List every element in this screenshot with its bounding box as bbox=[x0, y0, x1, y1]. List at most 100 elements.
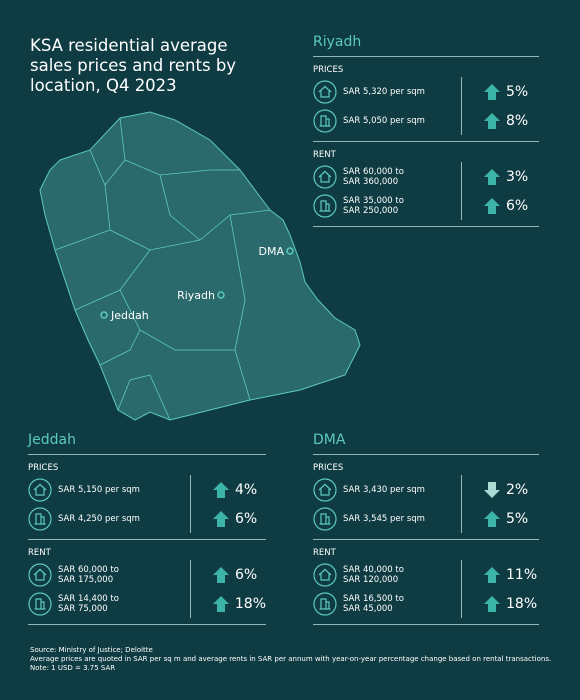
trend-arrow bbox=[484, 595, 500, 612]
section-heading: PRICES bbox=[313, 463, 344, 473]
price-text: SAR 35,000 to SAR 250,000 bbox=[343, 191, 462, 220]
icon bbox=[313, 562, 337, 587]
text-line: SAR 14,400 to bbox=[58, 593, 119, 604]
icon bbox=[313, 79, 337, 104]
change: 2% bbox=[506, 481, 529, 498]
panel: Jeddah PRICES SAR 5,150 per sqm 4% SAR 4,250… bbox=[28, 432, 266, 625]
icon bbox=[28, 506, 52, 531]
price-text: SAR 3,430 per sqm bbox=[343, 475, 462, 504]
text-line: SAR 75,000 bbox=[58, 603, 108, 614]
icon bbox=[28, 591, 52, 616]
section-heading: PRICES bbox=[28, 463, 59, 473]
trend-arrow bbox=[484, 566, 500, 583]
footer: Source: Ministry of Justice; Deloitte Ave… bbox=[30, 646, 551, 673]
section-heading: RENT bbox=[313, 150, 336, 160]
city-name: Riyadh bbox=[313, 34, 539, 57]
trend-arrow bbox=[213, 566, 229, 583]
trend-arrow bbox=[484, 481, 500, 498]
city-marker bbox=[286, 247, 294, 255]
city-name: DMA bbox=[313, 432, 539, 455]
text-line: SAR 3,430 per sqm bbox=[343, 484, 425, 495]
row: SAR 35,000 to SAR 250,000 6% bbox=[313, 191, 539, 220]
trend-arrow bbox=[213, 510, 229, 527]
row: SAR 4,250 per sqm 6% bbox=[28, 504, 266, 533]
section: RENT SAR 60,000 to SAR 360,000 3% SAR 35,000… bbox=[313, 142, 539, 227]
change: 3% bbox=[506, 168, 529, 185]
row: SAR 40,000 to SAR 120,000 11% bbox=[313, 560, 539, 589]
section-heading: PRICES bbox=[313, 65, 344, 75]
trend-arrow bbox=[484, 197, 500, 214]
text-line: SAR 45,000 bbox=[343, 603, 393, 614]
text-line: SAR 40,000 to bbox=[343, 564, 404, 575]
region-borders bbox=[54, 117, 271, 421]
row: SAR 60,000 to SAR 360,000 3% bbox=[313, 162, 539, 191]
price-text: SAR 60,000 to SAR 360,000 bbox=[343, 162, 462, 191]
panel: DMA PRICES SAR 3,430 per sqm 2% SAR 3,545 pe… bbox=[313, 432, 539, 625]
price-text: SAR 60,000 to SAR 175,000 bbox=[58, 560, 191, 589]
section-heading: RENT bbox=[313, 548, 336, 558]
icon bbox=[313, 591, 337, 616]
row: SAR 3,430 per sqm 2% bbox=[313, 475, 539, 504]
price-text: SAR 5,050 per sqm bbox=[343, 106, 462, 135]
trend-arrow bbox=[213, 481, 229, 498]
text-line: SAR 5,050 per sqm bbox=[343, 115, 425, 126]
row: SAR 5,320 per sqm 5% bbox=[313, 77, 539, 106]
row: SAR 3,545 per sqm 5% bbox=[313, 504, 539, 533]
trend-arrow bbox=[212, 595, 229, 612]
trend-arrow bbox=[484, 112, 500, 129]
city-marker bbox=[217, 291, 225, 299]
title: KSA residential average sales prices and… bbox=[30, 36, 237, 95]
text-line: SAR 60,000 to bbox=[58, 564, 119, 575]
price-text: SAR 5,320 per sqm bbox=[343, 77, 462, 106]
text-line: SAR 60,000 to bbox=[343, 166, 404, 177]
text-line: SAR 120,000 bbox=[343, 574, 399, 585]
row: SAR 5,050 per sqm 8% bbox=[313, 106, 539, 135]
map-label: Riyadh bbox=[177, 289, 215, 302]
change: 5% bbox=[506, 83, 529, 100]
change: 18% bbox=[234, 595, 266, 612]
change: 6% bbox=[506, 197, 529, 214]
change: 8% bbox=[506, 112, 529, 129]
section-heading: RENT bbox=[28, 548, 51, 558]
icon bbox=[313, 108, 337, 133]
row: SAR 60,000 to SAR 175,000 6% bbox=[28, 560, 266, 589]
icon bbox=[313, 193, 337, 218]
price-text: SAR 16,500 to SAR 45,000 bbox=[343, 589, 462, 618]
section: PRICES SAR 5,150 per sqm 4% SAR 4,250 per s… bbox=[28, 455, 266, 540]
text-line: SAR 5,150 per sqm bbox=[58, 484, 140, 495]
map-label: Jeddah bbox=[110, 309, 149, 322]
text-line: SAR 250,000 bbox=[343, 205, 399, 216]
icon bbox=[28, 562, 52, 587]
row: SAR 14,400 to SAR 75,000 18% bbox=[28, 589, 266, 618]
section: RENT SAR 40,000 to SAR 120,000 11% SAR 16,50… bbox=[313, 540, 539, 625]
text-line: SAR 175,000 bbox=[58, 574, 114, 585]
trend-arrow bbox=[484, 168, 500, 185]
text-line: SAR 4,250 per sqm bbox=[58, 513, 140, 524]
section: PRICES SAR 3,430 per sqm 2% SAR 3,545 per s… bbox=[313, 455, 539, 540]
text-line: SAR 5,320 per sqm bbox=[343, 86, 425, 97]
price-text: SAR 3,545 per sqm bbox=[343, 504, 462, 533]
price-text: SAR 14,400 to SAR 75,000 bbox=[58, 589, 191, 618]
footer-line: Average prices are quoted in SAR per sq … bbox=[30, 655, 552, 663]
text-line: SAR 16,500 to bbox=[343, 593, 404, 604]
trend-arrow bbox=[484, 510, 500, 527]
footer-line: Source: Ministry of Justice; Deloitte bbox=[30, 646, 153, 654]
text-line: SAR 35,000 to bbox=[343, 195, 404, 206]
icon bbox=[313, 477, 337, 502]
icon bbox=[313, 506, 337, 531]
change: 4% bbox=[235, 481, 258, 498]
section: RENT SAR 60,000 to SAR 175,000 6% SAR 14,400… bbox=[28, 540, 266, 625]
row: SAR 5,150 per sqm 4% bbox=[28, 475, 266, 504]
footer-line: Note: 1 USD = 3.75 SAR bbox=[30, 664, 116, 672]
trend-arrow bbox=[484, 83, 500, 100]
row: SAR 16,500 to SAR 45,000 18% bbox=[313, 589, 539, 618]
city-name: Jeddah bbox=[28, 432, 266, 455]
price-text: SAR 4,250 per sqm bbox=[58, 504, 191, 533]
text-line: SAR 360,000 bbox=[343, 176, 399, 187]
panel: Riyadh PRICES SAR 5,320 per sqm 5% SAR 5,050… bbox=[313, 34, 539, 227]
change: 18% bbox=[506, 595, 538, 612]
icon bbox=[313, 164, 337, 189]
text-line: SAR 3,545 per sqm bbox=[343, 513, 425, 524]
